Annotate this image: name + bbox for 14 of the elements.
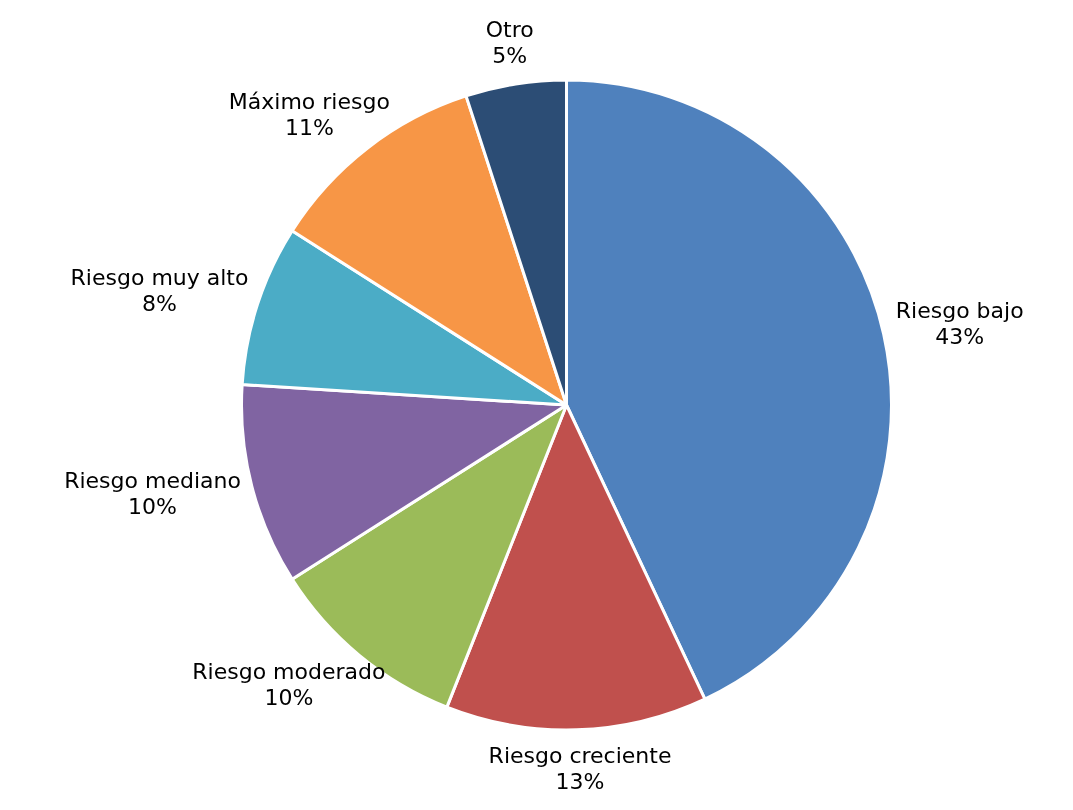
slice-label: Otro [485, 17, 534, 43]
data-label: 5% [492, 43, 528, 69]
slice-label: Riesgo creciente [488, 742, 672, 768]
data-label: 10% [128, 494, 178, 520]
slice-label: Máximo riesgo [228, 89, 390, 115]
data-label: 11% [284, 115, 334, 141]
data-label: 8% [142, 290, 177, 316]
data-label: 13% [555, 768, 605, 794]
slice-label: Riesgo mediano [64, 468, 241, 494]
data-label: 43% [935, 324, 985, 350]
slice-label: Riesgo bajo [895, 298, 1024, 324]
slice-label: Riesgo moderado [192, 658, 386, 684]
slice-label: Riesgo muy alto [70, 264, 249, 290]
data-label: 10% [264, 684, 314, 710]
